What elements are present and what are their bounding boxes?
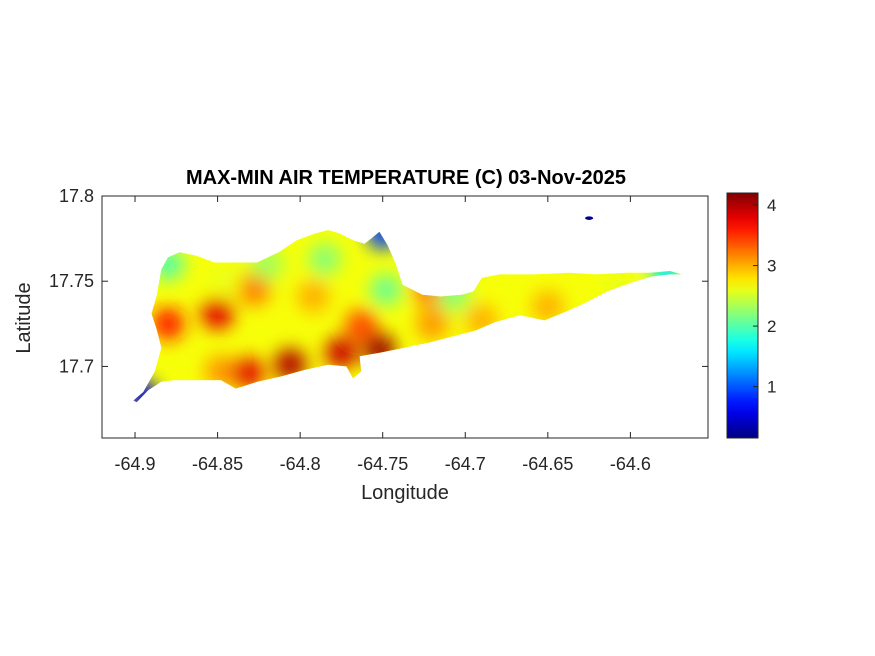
colorbar-gradient bbox=[726, 192, 759, 439]
y-tick-label-2: 17.8 bbox=[59, 186, 94, 206]
chart-title: MAX-MIN AIR TEMPERATURE (C) 03-Nov-2025 bbox=[186, 167, 626, 189]
data-point-11 bbox=[416, 307, 449, 340]
colorbar-tick-label-1: 2 bbox=[767, 317, 776, 336]
data-point-8 bbox=[325, 336, 358, 369]
data-point-10 bbox=[345, 309, 378, 342]
data-point-18 bbox=[370, 273, 403, 306]
x-tick-label-1: -64.85 bbox=[192, 454, 243, 474]
data-point-5 bbox=[204, 355, 237, 388]
colorbar-tick-label-2: 3 bbox=[767, 257, 776, 276]
colorbar: 1 2 3 4 bbox=[726, 192, 776, 439]
y-tick-label-0: 17.7 bbox=[59, 356, 94, 376]
isolated-data-points bbox=[585, 216, 594, 220]
heatmap-spots bbox=[133, 230, 682, 403]
x-axis-ticks: -64.9 -64.85 -64.8 -64.75 -64.7 -64.65 -64.6 bbox=[115, 196, 651, 474]
colorbar-tick-label-0: 1 bbox=[767, 378, 776, 397]
x-tick-label-4: -64.7 bbox=[445, 454, 486, 474]
data-point-4 bbox=[209, 263, 242, 296]
x-tick-label-6: -64.6 bbox=[610, 454, 651, 474]
data-point-16 bbox=[308, 243, 341, 276]
y-tick-label-1: 17.75 bbox=[49, 271, 94, 291]
colorbar-ticks: 1 2 3 4 bbox=[753, 196, 776, 397]
colorbar-tick-label-3: 4 bbox=[767, 196, 776, 215]
plot-area: -64.9 -64.85 -64.8 -64.75 -64.7 -64.65 -64.6 1… bbox=[49, 186, 709, 474]
x-tick-label-2: -64.8 bbox=[280, 454, 321, 474]
data-point-0 bbox=[152, 307, 185, 340]
data-point-14 bbox=[531, 290, 564, 323]
x-tick-label-0: -64.9 bbox=[115, 454, 156, 474]
x-tick-label-3: -64.75 bbox=[357, 454, 408, 474]
data-point-3 bbox=[297, 280, 330, 313]
data-point-6 bbox=[231, 357, 264, 390]
x-tick-label-5: -64.65 bbox=[522, 454, 573, 474]
data-point-23 bbox=[585, 216, 594, 220]
data-point-1 bbox=[201, 297, 234, 330]
y-axis-label: Latitude bbox=[13, 282, 35, 353]
x-axis-label: Longitude bbox=[361, 482, 449, 504]
y-axis-ticks: 17.7 17.75 17.8 bbox=[49, 186, 708, 376]
data-point-2 bbox=[237, 273, 270, 306]
